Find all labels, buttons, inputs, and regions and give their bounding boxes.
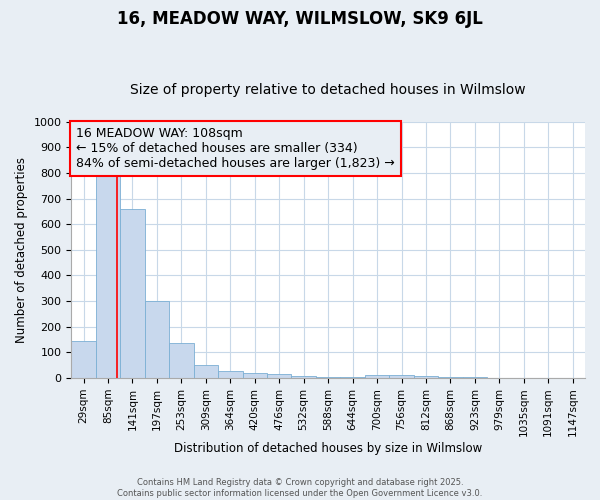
Bar [438, 377, 463, 378]
Y-axis label: Number of detached properties: Number of detached properties [15, 157, 28, 343]
Title: Size of property relative to detached houses in Wilmslow: Size of property relative to detached ho… [130, 83, 526, 97]
X-axis label: Distribution of detached houses by size in Wilmslow: Distribution of detached houses by size … [174, 442, 482, 455]
Text: 16, MEADOW WAY, WILMSLOW, SK9 6JL: 16, MEADOW WAY, WILMSLOW, SK9 6JL [117, 10, 483, 28]
Bar [71, 341, 96, 378]
Bar [389, 376, 414, 378]
Bar [194, 364, 218, 378]
Bar [145, 301, 169, 378]
Bar [414, 376, 438, 378]
Text: 16 MEADOW WAY: 108sqm
← 15% of detached houses are smaller (334)
84% of semi-det: 16 MEADOW WAY: 108sqm ← 15% of detached … [76, 127, 395, 170]
Bar [316, 377, 340, 378]
Bar [169, 344, 194, 378]
Bar [96, 173, 120, 378]
Bar [292, 376, 316, 378]
Bar [120, 209, 145, 378]
Bar [242, 374, 267, 378]
Bar [218, 371, 242, 378]
Text: Contains HM Land Registry data © Crown copyright and database right 2025.
Contai: Contains HM Land Registry data © Crown c… [118, 478, 482, 498]
Bar [267, 374, 292, 378]
Bar [365, 376, 389, 378]
